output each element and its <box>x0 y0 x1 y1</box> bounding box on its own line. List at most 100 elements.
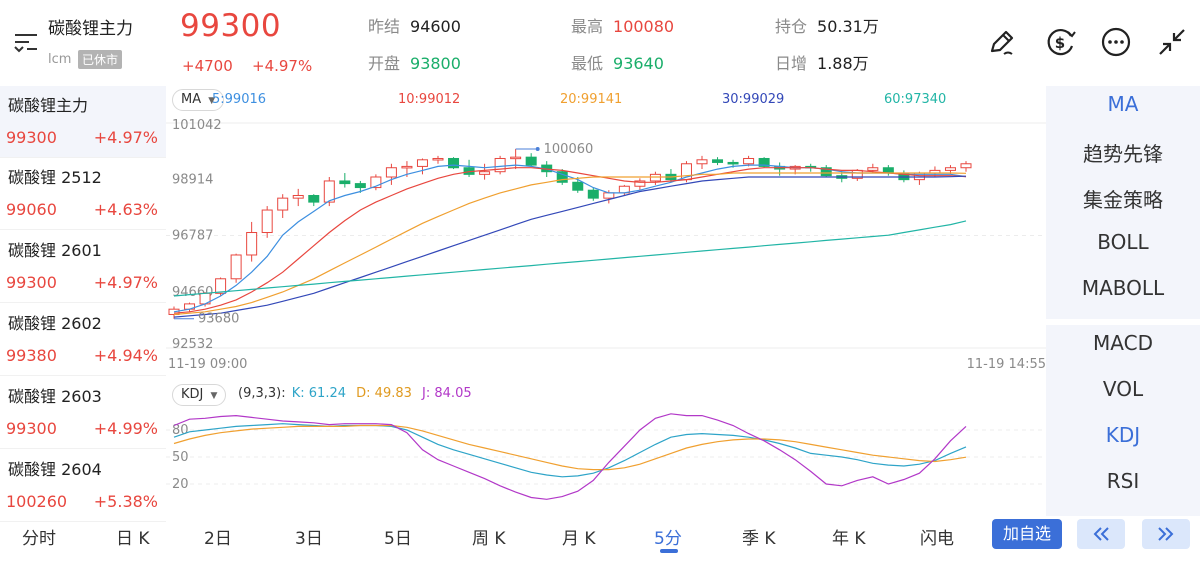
candle-body <box>261 209 273 234</box>
candle-body <box>510 156 522 160</box>
scroll-right-button[interactable] <box>1142 519 1190 549</box>
contract-change-pct: +4.97% <box>93 273 158 292</box>
indicator-option[interactable]: KDJ <box>1105 423 1141 447</box>
ma-legend-item: 5:99016 <box>212 92 267 107</box>
candle-body <box>370 176 382 189</box>
candle-body <box>277 197 289 211</box>
indicator-option[interactable]: RSI <box>1106 469 1140 493</box>
candle-body <box>696 159 708 165</box>
collapse-icon[interactable] <box>1154 24 1190 60</box>
indicator-option[interactable]: MACD <box>1093 331 1153 355</box>
candle-body <box>292 194 304 199</box>
candle-body <box>354 183 366 189</box>
contract-item[interactable]: 碳酸锂 2601 99300 +4.97% <box>0 231 166 303</box>
contract-name: 碳酸锂主力 <box>8 96 89 115</box>
kdj-tick-label: 50 <box>172 450 189 465</box>
contract-name: 碳酸锂 2602 <box>8 314 102 333</box>
period-tab[interactable]: 周 K <box>472 529 506 549</box>
indicator-option[interactable]: 趋势先锋 <box>1083 142 1163 166</box>
price-change: +4700 <box>182 57 233 75</box>
kdj-tick-label: 20 <box>172 477 189 492</box>
more-icon[interactable] <box>1098 24 1134 60</box>
kdj-chart[interactable]: 80 50 20 <box>166 408 1046 513</box>
kdj-j-value: J: 84.05 <box>422 386 472 401</box>
oi-change-value: 1.88万 <box>817 54 869 73</box>
indicator-option[interactable]: MABOLL <box>1081 276 1165 300</box>
kdj-legend: (9,3,3): K: 61.24 D: 49.83 J: 84.05 <box>238 386 472 401</box>
candle-body <box>603 192 615 199</box>
candle-body <box>960 163 972 169</box>
contract-price: 100260 <box>6 492 68 511</box>
contract-name: 碳酸锂 2601 <box>8 241 102 260</box>
contract-name: 碳酸锂 2512 <box>8 168 102 187</box>
y-tick-label: 101042 <box>172 118 222 133</box>
main-indicator-select[interactable]: MA ▼ <box>172 89 225 111</box>
add-favorite-button[interactable]: 加自选 <box>992 519 1062 549</box>
period-tab[interactable]: 5分 <box>654 529 682 549</box>
prev-settle-label: 昨结 <box>368 17 401 36</box>
low-label: 最低 <box>571 54 604 73</box>
indicator-option[interactable]: VOL <box>1102 377 1144 401</box>
sub-indicator-label: KDJ <box>181 387 204 402</box>
exchange-code: lcm <box>48 52 72 67</box>
indicator-option[interactable]: 集金策略 <box>1083 188 1163 212</box>
contract-name: 碳酸锂 2604 <box>8 460 102 479</box>
period-tab[interactable]: 季 K <box>742 529 776 549</box>
high-stat: 最高 100080 <box>571 13 674 37</box>
currency-icon[interactable]: $ <box>1042 24 1078 60</box>
candle-body <box>339 180 351 185</box>
period-tab[interactable]: 月 K <box>562 529 596 549</box>
period-tab[interactable]: 3日 <box>295 529 323 549</box>
kdj-tick-label: 80 <box>172 423 189 438</box>
market-status-badge: 已休市 <box>78 50 123 69</box>
contract-item[interactable]: 碳酸锂 2604 100260 +5.38% <box>0 450 166 522</box>
sub-indicator-select[interactable]: KDJ ▼ <box>172 384 227 406</box>
scroll-left-button[interactable] <box>1077 519 1125 549</box>
pen-icon[interactable] <box>984 24 1020 60</box>
caret-down-icon: ▼ <box>208 96 216 106</box>
candle-body <box>525 156 537 166</box>
ma-line-ma30 <box>173 175 967 318</box>
svg-text:$: $ <box>1055 34 1065 52</box>
menu-icon[interactable] <box>12 30 40 54</box>
price-change-pct: +4.97% <box>252 57 313 75</box>
open-stat: 开盘 93800 <box>368 50 461 74</box>
period-tab[interactable]: 年 K <box>832 529 866 549</box>
indicator-option[interactable]: MA <box>1107 92 1139 116</box>
candle-body <box>587 189 599 199</box>
instrument-title[interactable]: 碳酸锂主力 <box>48 19 133 39</box>
oi-change-label: 日增 <box>775 54 808 73</box>
period-tab[interactable]: 日 K <box>116 529 150 549</box>
double-chevron-right-icon <box>1158 527 1174 541</box>
candle-body <box>416 159 428 167</box>
candle-body <box>820 167 832 177</box>
candle-body <box>494 157 506 173</box>
indicator-divider <box>1046 319 1200 325</box>
period-tab[interactable]: 闪电 <box>920 529 954 549</box>
indicator-option[interactable]: BOLL <box>1097 230 1149 254</box>
open-interest-value: 50.31万 <box>817 17 879 36</box>
candle-body <box>323 180 335 203</box>
period-tab[interactable]: 分时 <box>22 529 56 549</box>
candle-body <box>712 159 724 163</box>
contract-item[interactable]: 碳酸锂 2603 99300 +4.99% <box>0 377 166 449</box>
contract-price: 99300 <box>6 128 57 147</box>
open-interest-label: 持仓 <box>775 17 808 36</box>
candle-body <box>385 167 397 178</box>
contract-item[interactable]: 碳酸锂 2512 99060 +4.63% <box>0 158 166 230</box>
candle-body <box>401 165 413 169</box>
caret-down-icon: ▼ <box>210 391 218 401</box>
kdj-line-k <box>173 423 967 478</box>
ma-legend-item: 30:99029 <box>722 92 785 107</box>
candle-body <box>743 157 755 165</box>
contract-item[interactable]: 碳酸锂主力 99300 +4.97% <box>0 86 166 158</box>
prev-settle-stat: 昨结 94600 <box>368 13 461 37</box>
kdj-params: (9,3,3): <box>238 386 286 401</box>
contract-item[interactable]: 碳酸锂 2602 99380 +4.94% <box>0 304 166 376</box>
period-tab[interactable]: 5日 <box>384 529 412 549</box>
high-label: 最高 <box>571 17 604 36</box>
low-value: 93640 <box>613 54 664 73</box>
period-tab[interactable]: 2日 <box>204 529 232 549</box>
open-label: 开盘 <box>368 54 401 73</box>
